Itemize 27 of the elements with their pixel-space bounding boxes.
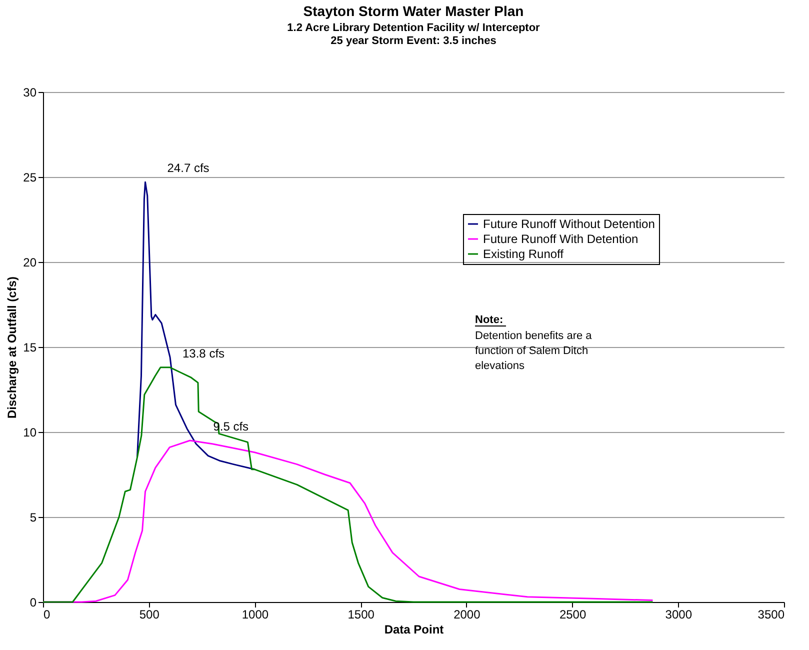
annotation: 24.7 cfs <box>167 161 210 176</box>
legend-label: Existing Runoff <box>483 247 564 261</box>
x-axis-title: Data Point <box>384 622 444 636</box>
annotation: 13.8 cfs <box>182 346 225 360</box>
y-tick-label: 10 <box>23 426 37 440</box>
chart-title: Stayton Storm Water Master Plan <box>303 3 524 19</box>
x-tick-label: 2500 <box>559 608 586 622</box>
y-tick-label: 25 <box>23 170 37 184</box>
x-tick-label: 3500 <box>758 608 785 622</box>
x-tick-label: 1500 <box>348 608 375 622</box>
x-tick-label: 3000 <box>665 608 692 622</box>
legend-label: Future Runoff Without Detention <box>483 217 655 231</box>
chart-subtitle: 1.2 Acre Library Detention Facility w/ Interceptor 25 year Storm Event: 3.5 inches <box>287 22 541 47</box>
y-tick-label: 0 <box>30 596 37 610</box>
x-tick-label: 500 <box>139 608 160 622</box>
x-tick-label: 1000 <box>242 608 269 622</box>
y-tick-label: 15 <box>23 340 37 354</box>
annotation: Note: <box>475 314 504 326</box>
line-series <box>136 181 256 470</box>
y-axis-title: Discharge at Outfall (cfs) <box>5 276 20 419</box>
x-tick-label: 2000 <box>454 608 481 622</box>
legend-label: Future Runoff With Detention <box>483 232 638 246</box>
y-tick-label: 30 <box>23 86 37 100</box>
y-tick-label: 20 <box>23 256 37 270</box>
y-tick-label: 5 <box>30 510 37 524</box>
annotation: Detention benefits are a function of Salem Ditch elevations <box>475 330 593 372</box>
x-tick-label: 0 <box>44 608 50 622</box>
